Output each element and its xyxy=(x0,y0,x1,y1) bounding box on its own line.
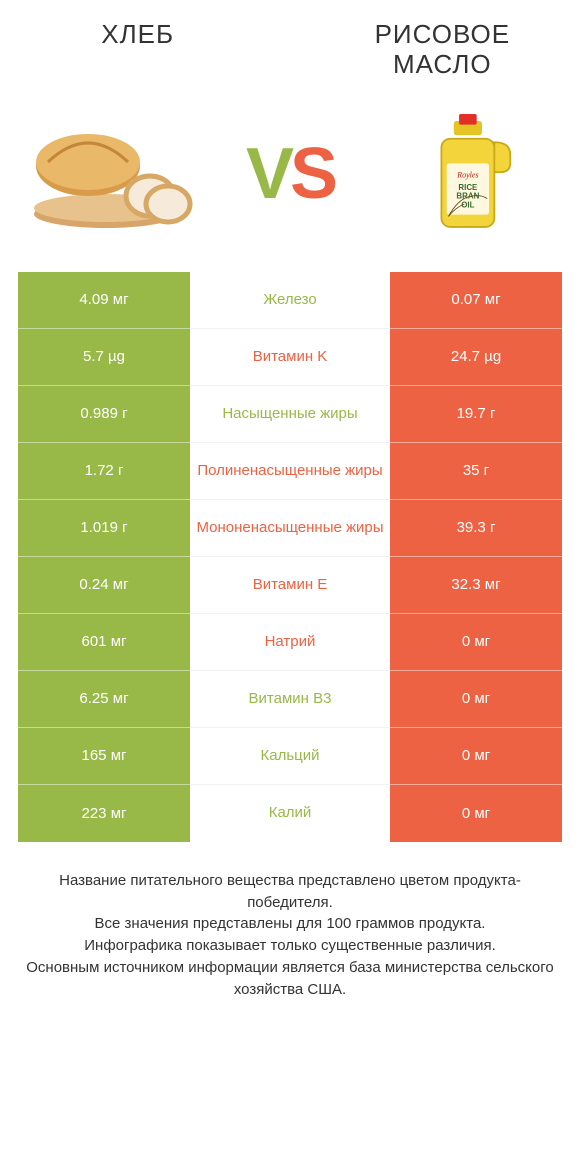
bread-icon xyxy=(28,104,198,244)
table-row: 223 мгКалий0 мг xyxy=(18,785,562,842)
value-right: 0 мг xyxy=(390,614,562,671)
table-row: 6.25 мгВитамин B30 мг xyxy=(18,671,562,728)
comparison-table: 4.09 мгЖелезо0.07 мг5.7 µgВитамин K24.7 … xyxy=(18,272,562,842)
value-right: 0 мг xyxy=(390,671,562,728)
value-left: 1.019 г xyxy=(18,500,190,557)
table-row: 601 мгНатрий0 мг xyxy=(18,614,562,671)
value-left: 1.72 г xyxy=(18,443,190,500)
footer-line: Инфографика показывает только существенн… xyxy=(24,935,556,957)
value-left: 0.989 г xyxy=(18,386,190,443)
titles-row: ХЛЕБ РИСОВОЕ МАСЛО xyxy=(18,20,562,80)
value-right: 0 мг xyxy=(390,728,562,785)
nutrient-label: Витамин K xyxy=(190,329,390,386)
value-left: 0.24 мг xyxy=(18,557,190,614)
svg-text:OIL: OIL xyxy=(461,200,474,209)
nutrient-label: Натрий xyxy=(190,614,390,671)
nutrient-label: Витамин E xyxy=(190,557,390,614)
vs-v: V xyxy=(246,134,290,214)
vs-s: S xyxy=(290,134,334,214)
svg-text:Royles: Royles xyxy=(456,170,478,179)
nutrient-label: Мононенасыщенные жиры xyxy=(190,500,390,557)
svg-text:RICE: RICE xyxy=(458,183,477,192)
table-row: 1.019 гМононенасыщенные жиры39.3 г xyxy=(18,500,562,557)
table-row: 4.09 мгЖелезо0.07 мг xyxy=(18,272,562,329)
value-right: 24.7 µg xyxy=(390,329,562,386)
svg-text:BRAN: BRAN xyxy=(456,191,479,200)
title-right: РИСОВОЕ МАСЛО xyxy=(323,20,562,80)
value-left: 223 мг xyxy=(18,785,190,842)
footer-line: Все значения представлены для 100 граммо… xyxy=(24,913,556,935)
footer-notes: Название питательного вещества представл… xyxy=(18,870,562,1001)
value-right: 0 мг xyxy=(390,785,562,842)
table-row: 0.989 гНасыщенные жиры19.7 г xyxy=(18,386,562,443)
value-left: 6.25 мг xyxy=(18,671,190,728)
value-right: 0.07 мг xyxy=(390,272,562,329)
value-right: 32.3 мг xyxy=(390,557,562,614)
nutrient-label: Калий xyxy=(190,785,390,842)
footer-line: Основным источником информации является … xyxy=(24,957,556,1001)
nutrient-label: Железо xyxy=(190,272,390,329)
value-right: 35 г xyxy=(390,443,562,500)
footer-line: Название питательного вещества представл… xyxy=(24,870,556,914)
table-row: 1.72 гПолиненасыщенные жиры35 г xyxy=(18,443,562,500)
value-left: 4.09 мг xyxy=(18,272,190,329)
nutrient-label: Полиненасыщенные жиры xyxy=(190,443,390,500)
table-row: 165 мгКальций0 мг xyxy=(18,728,562,785)
infographic-root: ХЛЕБ РИСОВОЕ МАСЛО VS xyxy=(0,0,580,1010)
title-left: ХЛЕБ xyxy=(18,20,257,50)
table-row: 0.24 мгВитамин E32.3 мг xyxy=(18,557,562,614)
table-row: 5.7 µgВитамин K24.7 µg xyxy=(18,329,562,386)
rice-oil-icon: Royles RICE BRAN OIL xyxy=(382,104,552,244)
value-left: 5.7 µg xyxy=(18,329,190,386)
value-right: 39.3 г xyxy=(390,500,562,557)
nutrient-label: Насыщенные жиры xyxy=(190,386,390,443)
vs-label: VS xyxy=(246,138,334,210)
value-left: 601 мг xyxy=(18,614,190,671)
nutrient-label: Витамин B3 xyxy=(190,671,390,728)
nutrient-label: Кальций xyxy=(190,728,390,785)
value-right: 19.7 г xyxy=(390,386,562,443)
value-left: 165 мг xyxy=(18,728,190,785)
hero-row: VS Royles RICE BRAN OIL xyxy=(18,104,562,244)
